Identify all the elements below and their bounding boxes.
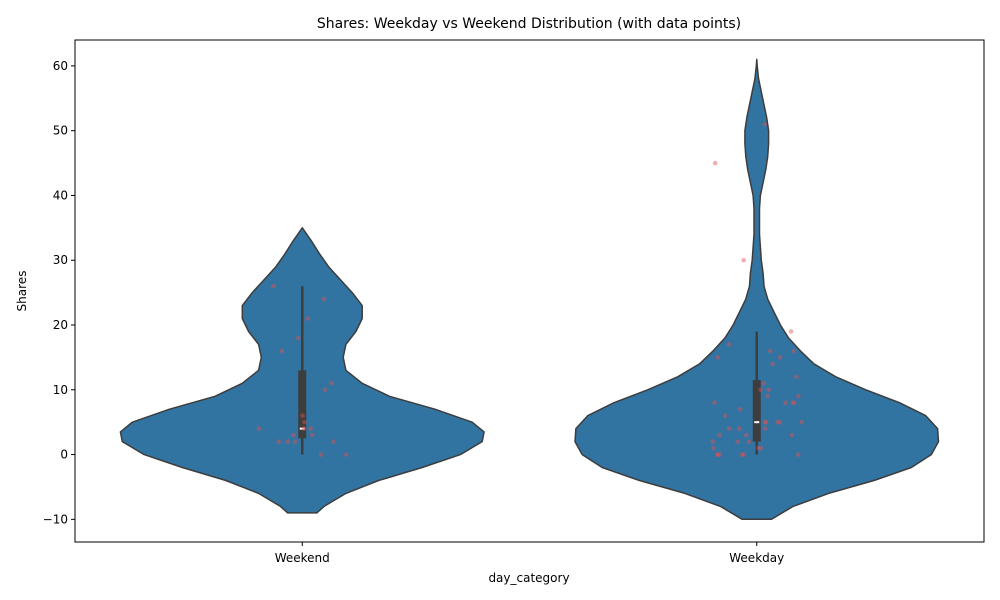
data-point bbox=[788, 329, 794, 334]
data-point bbox=[271, 283, 277, 289]
data-point bbox=[310, 432, 315, 438]
data-point bbox=[710, 439, 716, 444]
data-point bbox=[791, 400, 797, 406]
data-point bbox=[737, 426, 742, 431]
data-point bbox=[795, 452, 801, 457]
data-point bbox=[756, 445, 761, 451]
y-tick-label: −10 bbox=[43, 512, 68, 526]
chart-title: Shares: Weekday vs Weekend Distribution … bbox=[317, 16, 741, 32]
data-point bbox=[726, 342, 732, 347]
data-point bbox=[790, 400, 796, 406]
data-point bbox=[758, 387, 763, 393]
data-point bbox=[301, 426, 307, 431]
data-point bbox=[712, 160, 718, 166]
data-point bbox=[765, 394, 770, 399]
data-point bbox=[746, 439, 752, 444]
y-tick-label: 30 bbox=[53, 253, 68, 267]
data-point bbox=[715, 355, 721, 360]
y-tick-label: 0 bbox=[60, 448, 68, 462]
data-point bbox=[762, 419, 768, 425]
data-point bbox=[711, 445, 716, 451]
data-point bbox=[722, 413, 728, 419]
data-point bbox=[256, 426, 262, 431]
data-point bbox=[777, 419, 783, 425]
y-tick-label: 60 bbox=[53, 59, 68, 73]
data-point bbox=[712, 400, 717, 406]
data-point bbox=[279, 348, 285, 354]
y-tick-label: 50 bbox=[53, 124, 68, 138]
data-point bbox=[762, 121, 768, 127]
plot-area bbox=[119, 58, 940, 521]
y-tick-label: 20 bbox=[53, 318, 68, 332]
data-point bbox=[777, 355, 783, 360]
data-point bbox=[329, 381, 334, 386]
violin-weekday bbox=[574, 58, 940, 521]
data-point bbox=[717, 432, 722, 438]
y-tick-label: 40 bbox=[53, 188, 68, 202]
data-point bbox=[300, 413, 305, 419]
data-point bbox=[293, 439, 298, 444]
y-tick-label: 10 bbox=[53, 383, 68, 397]
data-point bbox=[791, 348, 796, 354]
data-point bbox=[741, 257, 746, 263]
axes: −10 0 10 20 30 40 50 60 Weekend Weekday bbox=[43, 39, 985, 565]
data-point bbox=[735, 439, 740, 444]
data-point bbox=[739, 452, 745, 457]
data-point bbox=[305, 316, 311, 321]
data-point bbox=[762, 426, 768, 431]
data-point bbox=[308, 426, 313, 431]
iqr-box-weekend bbox=[298, 370, 307, 439]
data-point bbox=[738, 406, 743, 412]
data-point bbox=[285, 439, 291, 444]
data-point bbox=[331, 439, 337, 444]
data-point bbox=[321, 296, 327, 302]
data-point bbox=[302, 419, 307, 425]
data-point bbox=[763, 419, 769, 425]
data-point bbox=[741, 452, 747, 457]
x-tick-label: Weekend bbox=[275, 551, 330, 565]
x-tick-label: Weekday bbox=[729, 551, 784, 565]
data-point bbox=[715, 452, 720, 457]
axes-frame bbox=[74, 39, 985, 543]
data-point bbox=[291, 432, 296, 438]
x-axis-label: day_category bbox=[488, 571, 569, 585]
data-point bbox=[318, 452, 324, 457]
data-point bbox=[715, 452, 720, 457]
data-point bbox=[726, 426, 732, 431]
data-point bbox=[767, 348, 773, 354]
data-point bbox=[794, 374, 799, 380]
data-point bbox=[796, 394, 801, 399]
data-point bbox=[770, 361, 775, 367]
data-point bbox=[766, 387, 771, 393]
data-point bbox=[744, 432, 749, 438]
data-point bbox=[295, 335, 301, 341]
data-point bbox=[276, 439, 282, 444]
data-point bbox=[343, 452, 349, 457]
data-point bbox=[717, 452, 723, 457]
y-axis-label: Shares bbox=[15, 271, 29, 312]
iqr-box-weekday bbox=[752, 380, 761, 442]
data-point bbox=[761, 381, 766, 386]
data-point bbox=[799, 419, 804, 425]
data-point bbox=[783, 400, 788, 406]
data-point bbox=[775, 419, 780, 425]
data-point bbox=[758, 445, 764, 451]
data-point bbox=[789, 432, 795, 438]
data-point bbox=[322, 387, 328, 393]
